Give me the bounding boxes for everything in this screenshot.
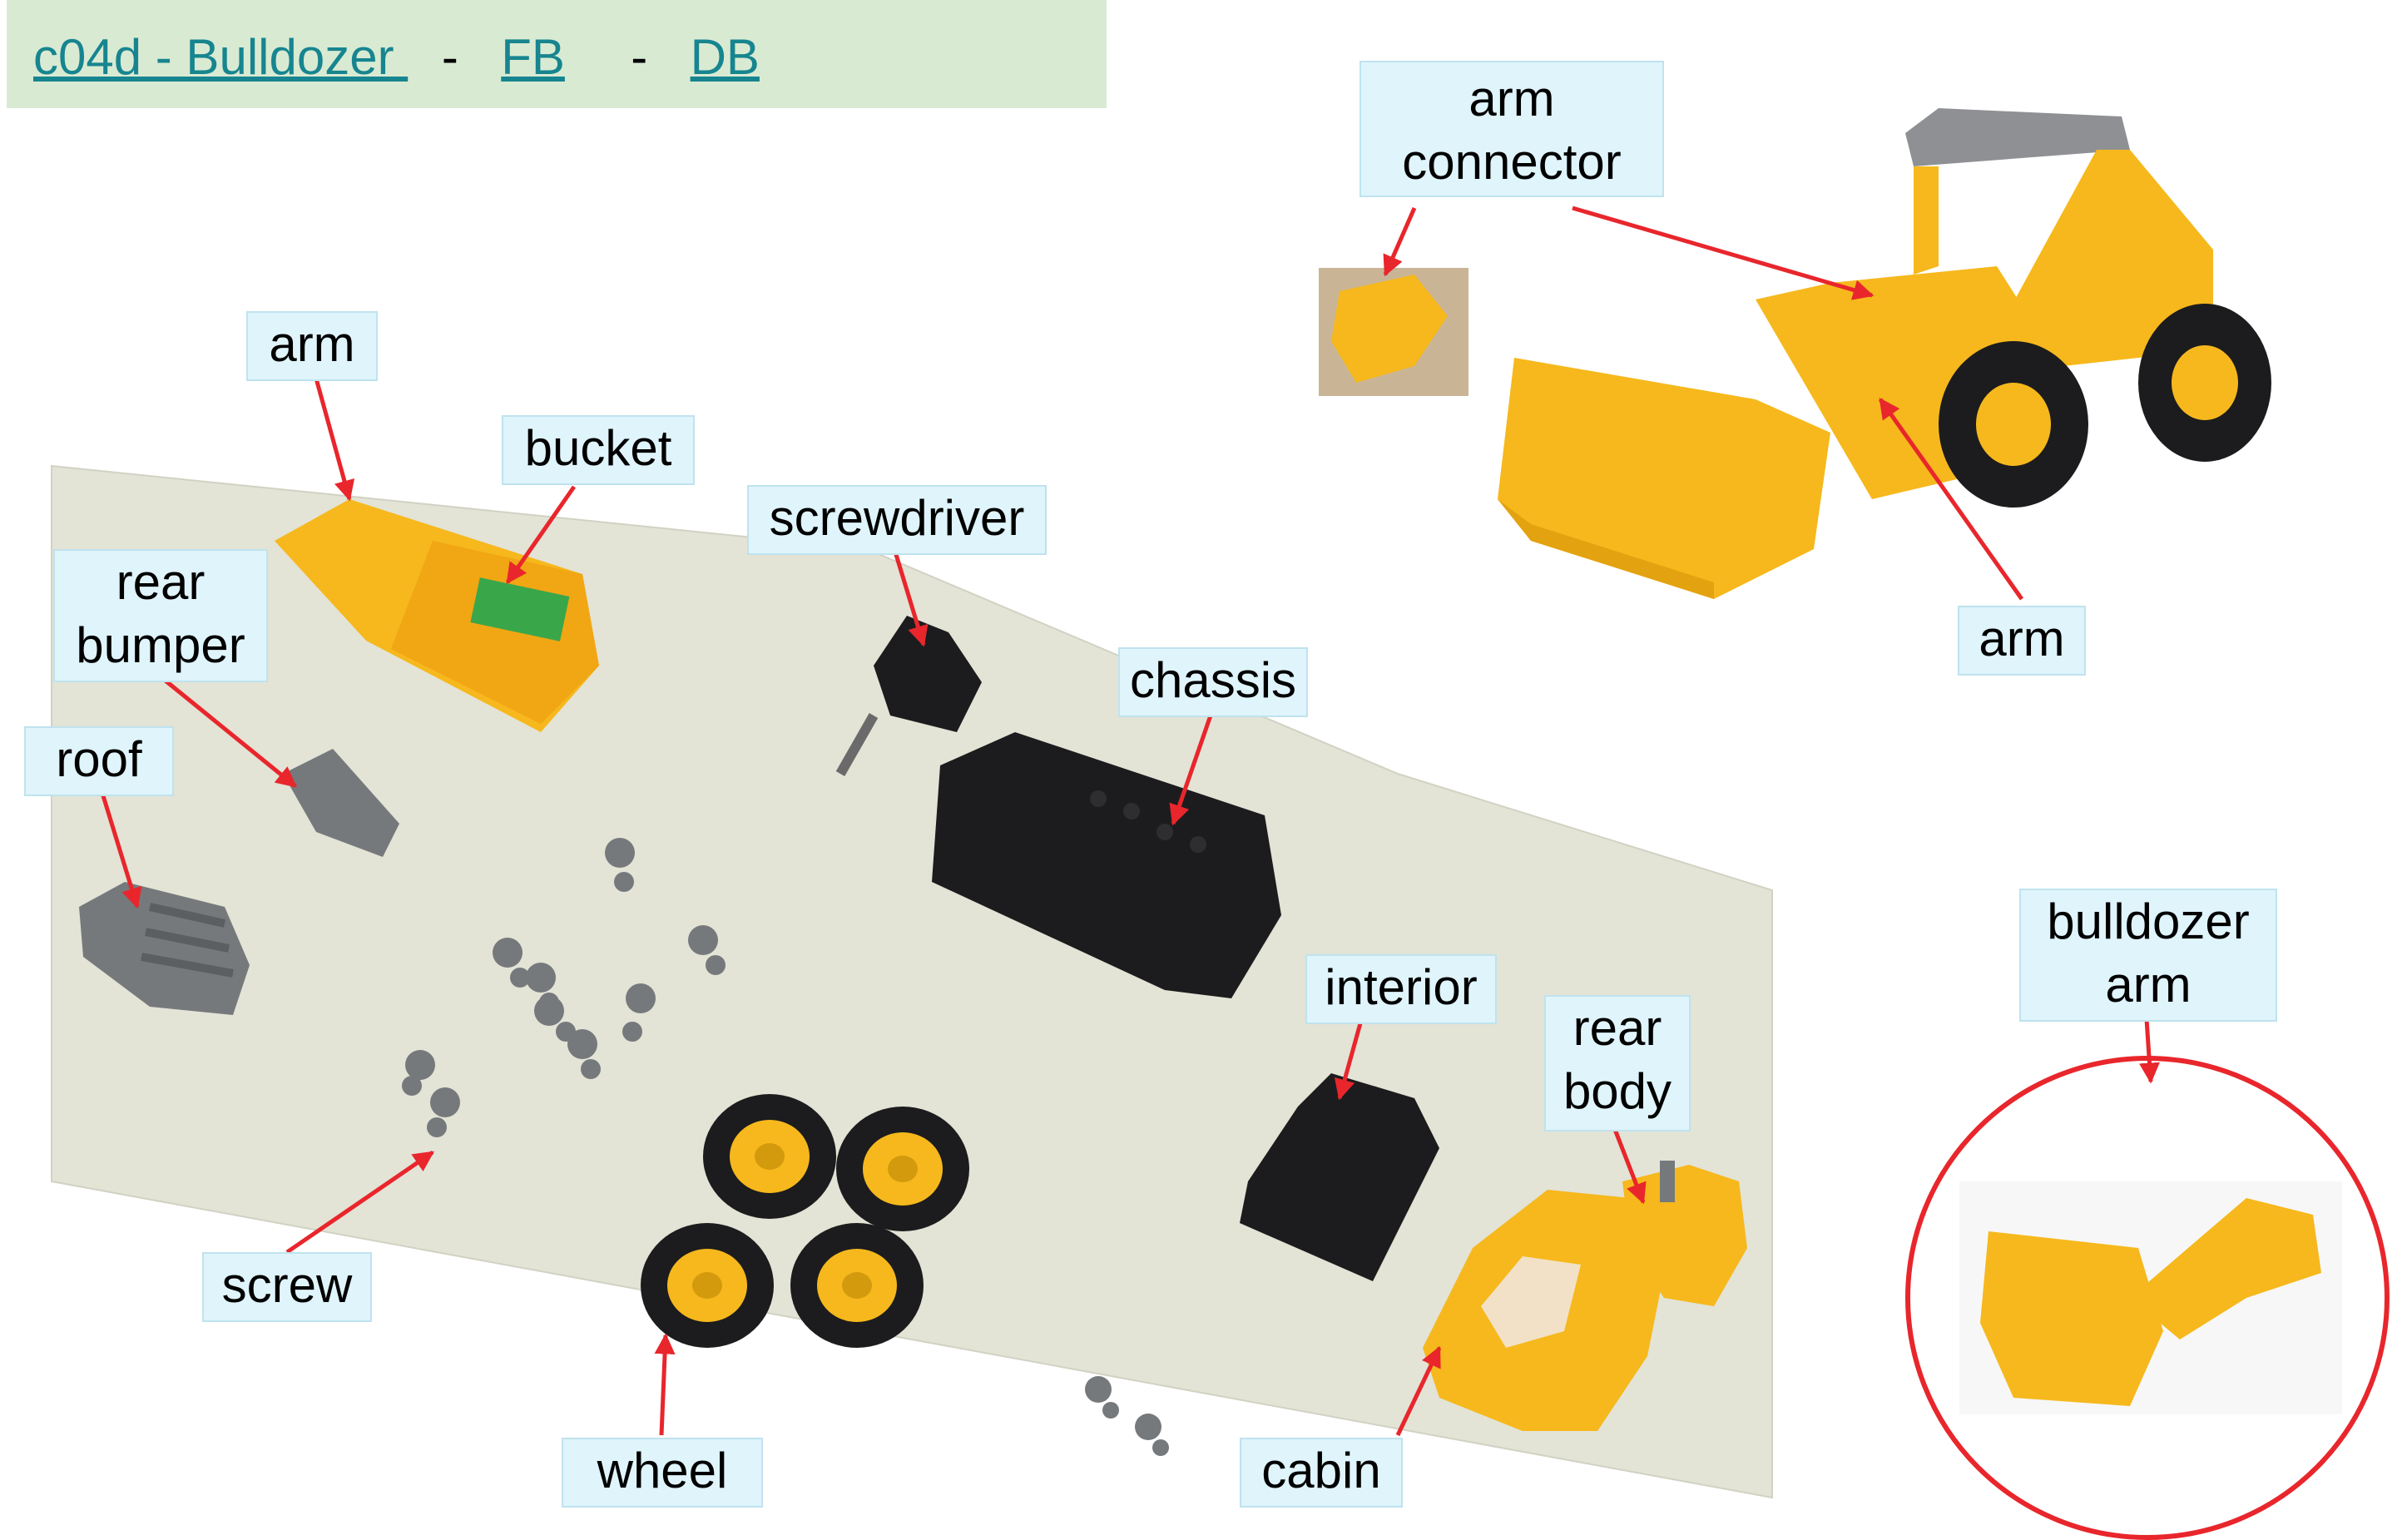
label-interior: interior: [1305, 954, 1497, 1024]
label-cabin: cabin: [1240, 1438, 1403, 1508]
screws: [402, 838, 1169, 1456]
label-chassis: chassis: [1118, 647, 1308, 717]
label-arm-right: arm: [1958, 606, 2086, 676]
separator: -: [631, 29, 648, 85]
bulldozer-arm-photo: [1959, 1181, 2342, 1414]
label-bucket: bucket: [502, 415, 695, 485]
title-link[interactable]: c04d - Bulldozer: [33, 29, 409, 85]
label-arm-connector: arm connector: [1359, 61, 1664, 197]
cabin-part: [1423, 1190, 1664, 1431]
db-link[interactable]: DB: [690, 29, 760, 85]
label-roof: roof: [24, 726, 174, 796]
header-links: c04d - Bulldozer - FB - DB: [33, 28, 760, 87]
label-wheel: wheel: [562, 1438, 763, 1508]
arm-connector-photo: [1319, 268, 1468, 396]
label-screw: screw: [202, 1252, 372, 1322]
label-arrows: [99, 205, 2160, 1437]
rear-body-part: [1622, 1161, 1747, 1306]
separator: -: [441, 29, 458, 85]
bucket-part: [275, 499, 599, 732]
label-screwdriver: screwdriver: [747, 485, 1047, 555]
label-rear-body: rear body: [1544, 995, 1691, 1131]
roof-part: [79, 882, 250, 1015]
bulldozer-photo: [1498, 108, 2271, 599]
rear-bumper-part: [283, 749, 399, 857]
label-bulldozer-arm: bulldozer arm: [2019, 889, 2277, 1022]
label-rear-bumper: rear bumper: [53, 549, 268, 682]
header-bar: [7, 0, 1107, 108]
fb-link[interactable]: FB: [501, 29, 565, 85]
screwdriver-part: [835, 616, 982, 776]
label-arm: arm: [246, 311, 378, 381]
chassis-part: [932, 732, 1281, 998]
wheels: [641, 1094, 969, 1348]
interior-part: [1240, 1073, 1439, 1281]
